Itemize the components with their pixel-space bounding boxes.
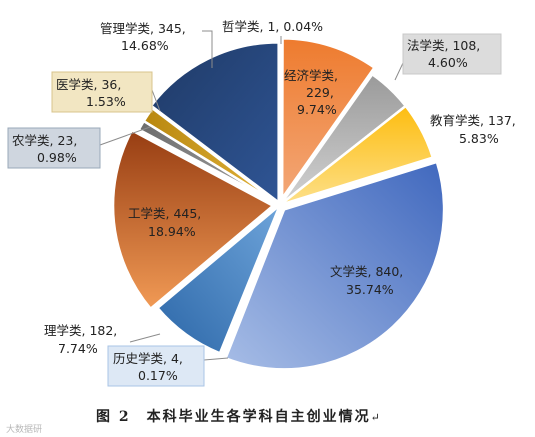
pie-slice-literature — [223, 160, 446, 371]
pie-slices — [111, 37, 446, 371]
medicine-label-box — [51, 71, 153, 113]
label-engineering: 工学类, 445, 18.94% — [128, 206, 205, 239]
label-management: 管理学类, 345, 14.68% — [100, 21, 190, 53]
agriculture-label-box — [7, 127, 101, 169]
leader-line-agriculture — [99, 126, 151, 146]
leader-lines — [99, 30, 404, 361]
label-law: 法学类, 108, 4.60% — [407, 38, 484, 70]
watermark: 大数据研 — [6, 423, 42, 435]
law-label-box — [402, 33, 502, 75]
leader-line-law — [394, 62, 404, 81]
leader-line-science — [129, 333, 161, 343]
pie-slice-engineering — [111, 128, 276, 311]
history-label-box — [107, 345, 205, 387]
label-economics: 经济学类, 229, 9.74% — [284, 68, 342, 117]
pie-slice-education — [279, 104, 435, 207]
figure-caption: 图 2 本科毕业生各学科自主创业情况↵ — [96, 408, 382, 425]
label-agriculture: 农学类, 23, 0.98% — [12, 133, 81, 165]
label-education: 教育学类, 137, 5.83% — [430, 113, 520, 146]
leader-line-history — [203, 357, 229, 361]
label-literature: 文学类, 840, 35.74% — [330, 264, 407, 297]
pie-slice-economics — [280, 37, 377, 203]
leader-line-management — [202, 30, 213, 68]
pie-slice-management — [149, 41, 280, 205]
label-history: 历史学类, 4, 0.17% — [113, 351, 187, 383]
label-philosophy: 哲学类, 1, 0.04% — [222, 19, 323, 34]
leader-line-medicine — [151, 89, 161, 112]
label-medicine: 医学类, 36, 1.53% — [56, 77, 126, 109]
pie-slice-science — [155, 204, 282, 355]
label-science: 理学类, 182, 7.74% — [44, 323, 121, 356]
